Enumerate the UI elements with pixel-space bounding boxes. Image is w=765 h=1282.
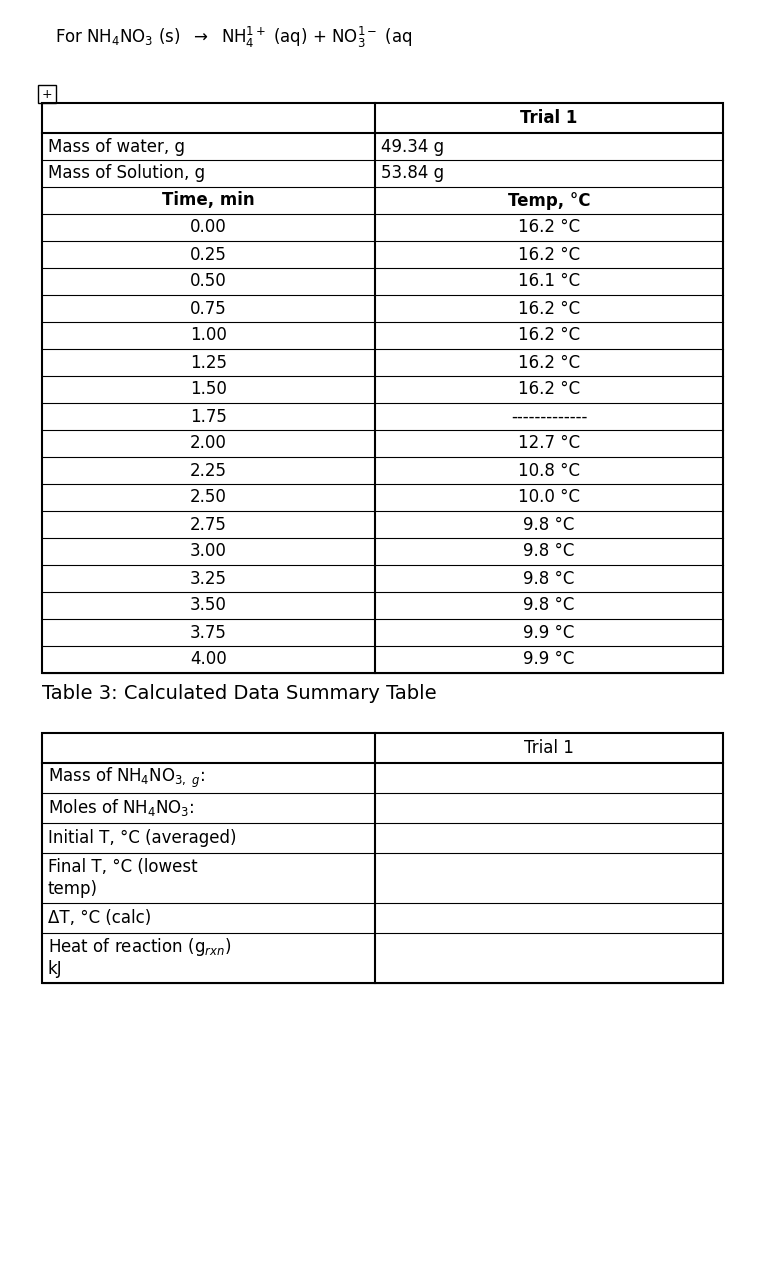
Text: 0.75: 0.75: [190, 300, 227, 318]
Text: Time, min: Time, min: [162, 191, 255, 209]
Text: 1.25: 1.25: [190, 354, 227, 372]
Text: Heat of reaction (g$_{rxn}$): Heat of reaction (g$_{rxn}$): [48, 936, 231, 958]
Text: 16.2 °C: 16.2 °C: [518, 218, 580, 236]
Text: 3.50: 3.50: [190, 596, 227, 614]
Text: Mass of water, g: Mass of water, g: [48, 137, 185, 155]
Text: Temp, °C: Temp, °C: [508, 191, 591, 209]
Text: 9.8 °C: 9.8 °C: [523, 569, 575, 587]
Text: 16.1 °C: 16.1 °C: [518, 273, 580, 291]
Text: 3.00: 3.00: [190, 542, 227, 560]
Text: 0.25: 0.25: [190, 245, 227, 264]
Text: 16.2 °C: 16.2 °C: [518, 245, 580, 264]
Text: -------------: -------------: [511, 408, 588, 426]
Text: 0.50: 0.50: [190, 273, 227, 291]
Text: ΔT, °C (calc): ΔT, °C (calc): [48, 909, 151, 927]
Text: 9.9 °C: 9.9 °C: [523, 623, 575, 641]
Text: Trial 1: Trial 1: [524, 738, 574, 756]
Text: 9.8 °C: 9.8 °C: [523, 542, 575, 560]
Text: 2.00: 2.00: [190, 435, 227, 453]
Bar: [42, 103, 723, 673]
Text: 2.50: 2.50: [190, 488, 227, 506]
Text: 53.84 g: 53.84 g: [381, 164, 444, 182]
Text: 16.2 °C: 16.2 °C: [518, 354, 580, 372]
Text: 16.2 °C: 16.2 °C: [518, 327, 580, 345]
Text: 16.2 °C: 16.2 °C: [518, 381, 580, 399]
Text: Trial 1: Trial 1: [520, 109, 578, 127]
Text: 12.7 °C: 12.7 °C: [518, 435, 580, 453]
Text: 0.00: 0.00: [190, 218, 227, 236]
Text: 10.0 °C: 10.0 °C: [518, 488, 580, 506]
Text: 1.00: 1.00: [190, 327, 227, 345]
Bar: [42, 733, 723, 983]
Text: 3.25: 3.25: [190, 569, 227, 587]
Text: 49.34 g: 49.34 g: [381, 137, 444, 155]
Text: Mass of NH$_4$NO$_{3,\ g}$:: Mass of NH$_4$NO$_{3,\ g}$:: [48, 765, 205, 790]
Text: 9.8 °C: 9.8 °C: [523, 596, 575, 614]
Text: kJ: kJ: [48, 960, 63, 978]
Text: temp): temp): [48, 879, 98, 897]
Text: +: +: [41, 87, 52, 100]
Text: 4.00: 4.00: [190, 650, 227, 668]
Text: Final T, °C (lowest: Final T, °C (lowest: [48, 858, 197, 876]
Text: 2.75: 2.75: [190, 515, 227, 533]
Text: Moles of NH$_4$NO$_3$:: Moles of NH$_4$NO$_3$:: [48, 797, 194, 818]
Text: 9.8 °C: 9.8 °C: [523, 515, 575, 533]
Text: Table 3: Calculated Data Summary Table: Table 3: Calculated Data Summary Table: [42, 685, 437, 703]
Text: 9.9 °C: 9.9 °C: [523, 650, 575, 668]
Text: 1.50: 1.50: [190, 381, 227, 399]
Text: 16.2 °C: 16.2 °C: [518, 300, 580, 318]
Text: 2.25: 2.25: [190, 462, 227, 479]
Bar: [38, 85, 56, 103]
Text: Initial T, °C (averaged): Initial T, °C (averaged): [48, 829, 236, 847]
Text: 1.75: 1.75: [190, 408, 227, 426]
Text: Mass of Solution, g: Mass of Solution, g: [48, 164, 205, 182]
Text: For NH$_4$NO$_3$ (s)  $\rightarrow$  NH$_4^{1+}$ (aq) + NO$_3^{1-}$ (aq: For NH$_4$NO$_3$ (s) $\rightarrow$ NH$_4…: [55, 24, 412, 50]
Text: 3.75: 3.75: [190, 623, 227, 641]
Text: 10.8 °C: 10.8 °C: [518, 462, 580, 479]
